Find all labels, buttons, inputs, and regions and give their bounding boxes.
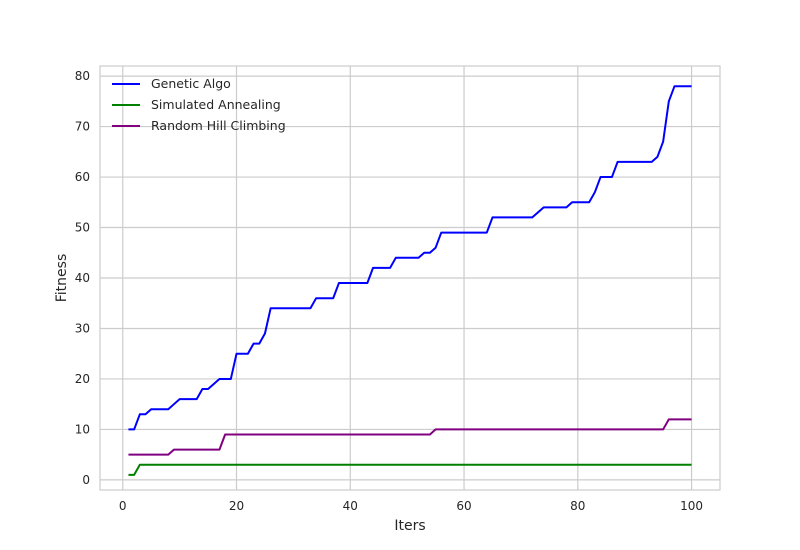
- y-axis-label: Fitness: [54, 254, 70, 303]
- legend: Genetic Algo Simulated Annealing Random …: [112, 76, 286, 133]
- plot-area-frame: [99, 65, 721, 491]
- y-tick-label: 60: [75, 170, 90, 184]
- series-line-random-hill-climbing: [128, 418, 692, 456]
- series-line-simulated-annealing: [128, 463, 692, 476]
- tick-labels: 0 20 40 60 80 100 0 10 20 30 40 50 60 70 80: [75, 69, 703, 513]
- x-tick-label: 80: [570, 499, 585, 513]
- y-tick-label: 0: [82, 473, 90, 487]
- y-tick-label: 10: [75, 422, 90, 436]
- legend-label-simulated-annealing: Simulated Annealing: [151, 97, 281, 112]
- y-tick-label: 20: [75, 372, 90, 386]
- y-tick-label: 80: [75, 69, 90, 83]
- x-tick-label: 0: [119, 499, 127, 513]
- x-tick-label: 40: [343, 499, 358, 513]
- series-line-genetic-algo: [128, 85, 692, 431]
- x-tick-label: 20: [229, 499, 244, 513]
- y-tick-label: 50: [75, 221, 90, 235]
- grid-lines: [100, 66, 720, 490]
- x-axis-label: Iters: [394, 518, 425, 534]
- series-layer: [128, 85, 692, 476]
- x-tick-label: 100: [680, 499, 703, 513]
- x-tick-label: 60: [456, 499, 471, 513]
- legend-label-random-hill-climbing: Random Hill Climbing: [151, 118, 286, 133]
- y-tick-label: 40: [75, 271, 90, 285]
- legend-label-genetic-algo: Genetic Algo: [151, 76, 231, 91]
- y-tick-label: 70: [75, 120, 90, 134]
- y-tick-label: 30: [75, 321, 90, 335]
